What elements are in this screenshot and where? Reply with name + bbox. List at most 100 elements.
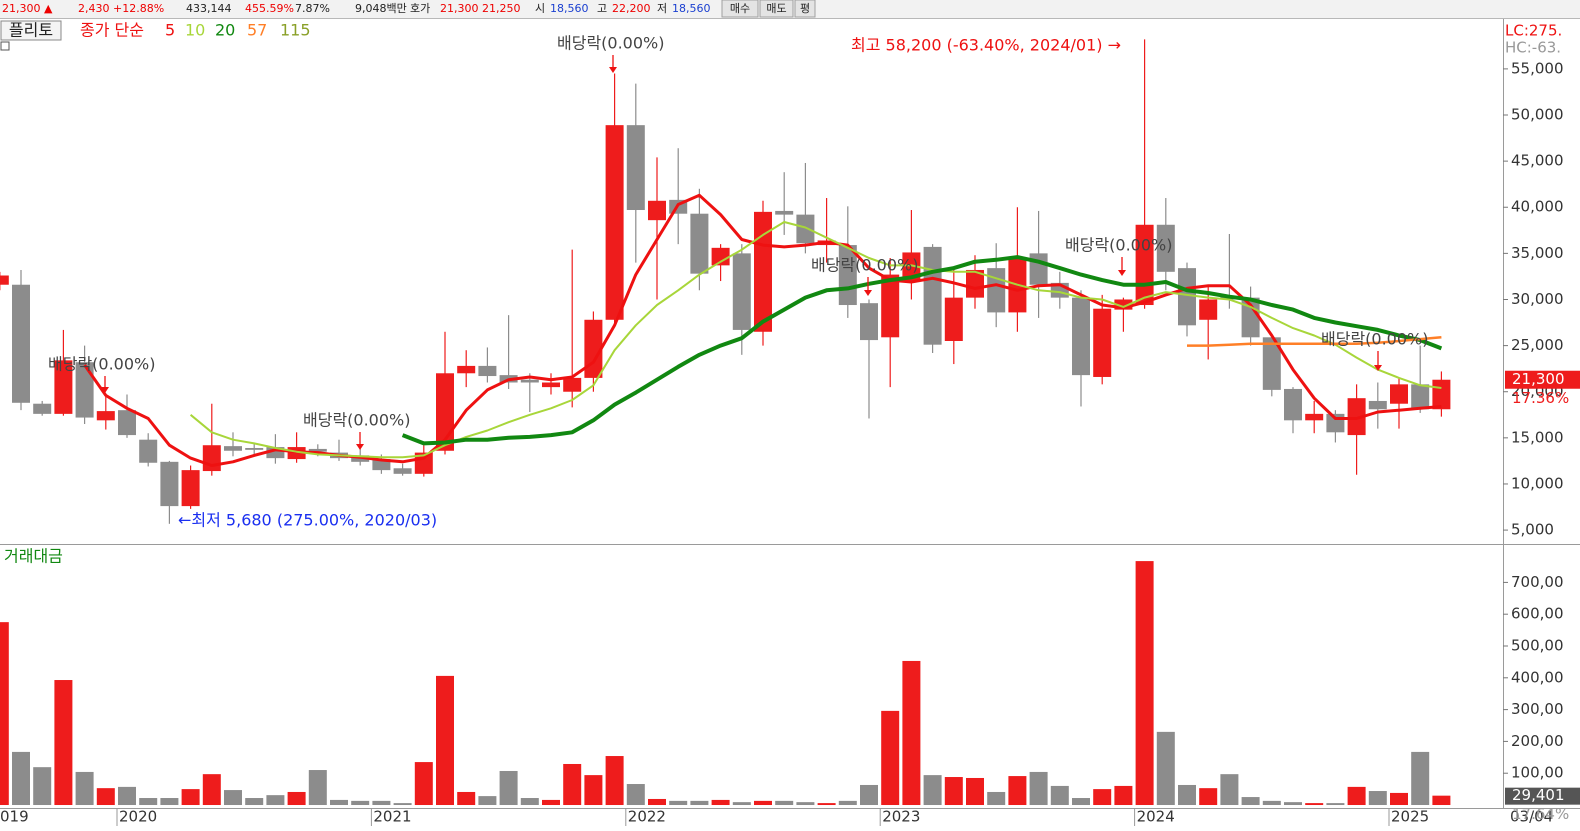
volume-bar (245, 798, 264, 806)
header-button[interactable]: 매수 (730, 2, 750, 15)
y-tick-label: 300,00 (1511, 700, 1564, 718)
candle-body (393, 468, 412, 474)
candle-body (1347, 398, 1366, 436)
annotation: ←최저 5,680 (275.00%, 2020/03) (178, 511, 437, 530)
candle-body (690, 213, 709, 274)
volume-bar (648, 798, 666, 806)
volume-bar (0, 622, 9, 806)
x-tick-label: 019 (0, 808, 29, 826)
header-cell: 호가 (410, 2, 430, 15)
y-tick-label: 50,000 (1511, 106, 1564, 124)
volume-bar (1432, 795, 1451, 806)
pane-icon[interactable] (0, 41, 10, 51)
volume-bar (1135, 561, 1154, 806)
last-volume-change: 17.64% (1512, 805, 1569, 823)
candle-body (33, 403, 52, 414)
annotation: 배당락(0.00%) (303, 411, 410, 430)
header-cell: 455.59% (245, 2, 294, 15)
last-volume: 29,401 (1512, 786, 1565, 804)
volume-bar (75, 771, 94, 806)
header-cell: 21,250 (482, 2, 521, 15)
volume-bar (160, 798, 179, 806)
y-tick-label: 55,000 (1511, 59, 1564, 77)
moving-average (401, 255, 1443, 446)
annotation-arrowhead (101, 387, 109, 393)
candle-body (54, 360, 73, 414)
volume-bar (1072, 798, 1090, 806)
volume-bar (478, 796, 497, 806)
candle-body (732, 253, 751, 330)
annotation-arrowhead (864, 290, 872, 296)
candle-body (1368, 400, 1387, 410)
y-tick-label: 15,000 (1511, 428, 1564, 446)
header-button[interactable]: 매도 (766, 2, 786, 15)
candle-body (266, 447, 285, 459)
corner-label: LC:275. (1505, 22, 1562, 40)
volume-bar (881, 710, 900, 806)
volume-bar (987, 791, 1006, 806)
header-button-bg[interactable] (721, 0, 759, 18)
candle-body (181, 470, 200, 507)
candle-body (542, 382, 560, 388)
candle-body (584, 319, 603, 378)
volume-bar (1050, 785, 1069, 806)
candle-body (1284, 388, 1302, 421)
volume-bar (436, 675, 454, 806)
volume-bar (1241, 797, 1260, 806)
y-tick-label: 45,000 (1511, 152, 1564, 170)
volume-bar (1178, 784, 1196, 806)
candle-body (1093, 308, 1112, 377)
volume-bar (563, 763, 582, 806)
volume-bar (1008, 776, 1027, 806)
header-cell: 저 (657, 2, 667, 15)
volume-bar (944, 777, 963, 806)
header-button[interactable]: 평 (800, 2, 810, 15)
annotation: 배당락(0.00%) (1065, 236, 1172, 255)
volume-bar (966, 777, 984, 806)
y-tick-label: 5,000 (1511, 521, 1554, 539)
candle-body (966, 269, 984, 298)
candle-body (754, 211, 772, 332)
last-change: 17.36% (1512, 389, 1569, 407)
y-tick-label: 700,00 (1511, 573, 1564, 591)
candle-body (1262, 337, 1281, 390)
header-cell: 2,430 +12.88% (78, 2, 164, 15)
volume-bar (12, 751, 30, 806)
volume-bar (1114, 785, 1133, 806)
volume-bar (499, 770, 518, 806)
candle-body (1029, 253, 1048, 285)
candle-body (12, 284, 30, 403)
header-button-bg[interactable] (794, 0, 816, 18)
candle-body (1199, 299, 1218, 320)
legend-entry: 20 (215, 21, 235, 40)
volume-bar (584, 775, 603, 806)
legend-entry: 115 (280, 21, 311, 40)
volume-bar (181, 789, 200, 806)
x-tick-label: 2020 (119, 808, 157, 826)
legend-entry: 10 (185, 21, 205, 40)
volume-bar (1093, 789, 1112, 806)
volume-bar (1284, 802, 1302, 806)
volume-bar (817, 803, 836, 806)
header-cell: 고 (597, 2, 607, 15)
header-cell: 433,144 (186, 2, 232, 15)
candle-body (224, 446, 242, 451)
candle-body (1305, 413, 1324, 421)
header-button-bg[interactable] (759, 0, 794, 18)
header-cell: 18,560 (550, 2, 589, 15)
volume-bar (1368, 791, 1387, 806)
volume-bar (96, 788, 115, 806)
candle-body (202, 445, 221, 472)
volume-bar (923, 775, 942, 806)
header-cell: 시 (535, 2, 545, 15)
candle-body (775, 210, 794, 215)
stock-name-box[interactable] (0, 20, 62, 41)
candle-body (160, 461, 179, 507)
y-tick-label: 35,000 (1511, 244, 1564, 262)
last-volume-box (1505, 787, 1580, 805)
volume-bar (1326, 803, 1345, 806)
volume-bar (118, 786, 136, 806)
header-cell: 18,560 (672, 2, 711, 15)
volume-bar (308, 770, 327, 806)
